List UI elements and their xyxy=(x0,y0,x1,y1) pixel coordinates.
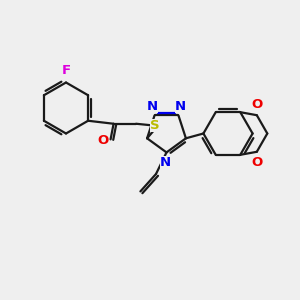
Text: O: O xyxy=(97,134,108,147)
Text: O: O xyxy=(251,156,262,169)
Text: S: S xyxy=(150,119,160,132)
Text: O: O xyxy=(251,98,262,111)
Text: N: N xyxy=(147,100,158,113)
Text: F: F xyxy=(61,64,70,77)
Text: N: N xyxy=(160,156,171,169)
Text: N: N xyxy=(175,100,186,113)
